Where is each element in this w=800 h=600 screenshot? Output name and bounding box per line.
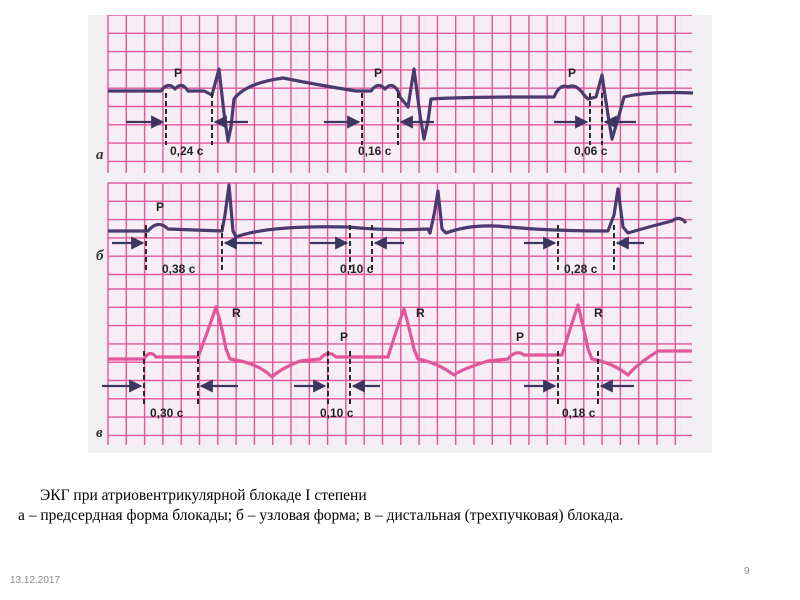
interval-label-b3: 0,28 с bbox=[564, 262, 598, 276]
caption-body: а – предсердная форма блокады; б – узлов… bbox=[18, 507, 624, 524]
interval-label-c1: 0,30 с bbox=[150, 406, 184, 420]
r-wave-label-c1: R bbox=[232, 306, 241, 320]
strip-letter-c: в bbox=[96, 425, 103, 441]
p-wave-label-c1: P bbox=[340, 330, 348, 344]
ecg-grid-c bbox=[107, 288, 692, 445]
strip-letter-a: а bbox=[96, 147, 104, 163]
ecg-grid-a bbox=[107, 15, 692, 173]
caption-title: ЭКГ при атриовентрикулярной блокаде I ст… bbox=[40, 487, 367, 504]
strip-letter-b: б bbox=[96, 248, 104, 264]
ecg-strip-a: P P P 0,24 с 0,16 с 0 bbox=[96, 15, 694, 173]
r-wave-label-c2: R bbox=[416, 306, 425, 320]
interval-label-b1: 0,38 с bbox=[162, 262, 196, 276]
interval-label-b2: 0,10 с bbox=[340, 262, 374, 276]
ecg-grid-b bbox=[107, 182, 692, 291]
p-wave-label-a1: P bbox=[174, 66, 182, 80]
interval-label-a1: 0,24 с bbox=[170, 144, 204, 158]
interval-label-a3: 0,06 с bbox=[574, 144, 608, 158]
ecg-trace-a bbox=[108, 67, 694, 143]
p-wave-label-c2: P bbox=[516, 330, 524, 344]
interval-label-c3: 0,18 с bbox=[562, 406, 596, 420]
ecg-trace-b bbox=[108, 183, 688, 239]
ecg-strip-c: R R R P P 0,30 с bbox=[96, 288, 692, 445]
interval-marks-c bbox=[143, 351, 599, 407]
ecg-trace-c bbox=[108, 303, 692, 379]
ecg-figure-svg: P P P 0,24 с 0,16 с 0 bbox=[96, 15, 694, 445]
interval-label-a2: 0,16 с bbox=[358, 144, 392, 158]
ecg-figure: P P P 0,24 с 0,16 с 0 bbox=[88, 15, 712, 453]
grid-background bbox=[108, 289, 692, 445]
p-wave-label-a3: P bbox=[568, 66, 576, 80]
figure-caption: ЭКГ при атриовентрикулярной блокаде I ст… bbox=[18, 486, 782, 526]
slide-date: 13.12.2017 bbox=[10, 575, 61, 586]
slide-page-number: 9 bbox=[744, 566, 750, 577]
ecg-strip-b: P 0,38 с 0,10 с 0,28 с bbox=[96, 182, 692, 291]
interval-label-c2: 0,10 с bbox=[320, 406, 354, 420]
p-wave-label-b: P bbox=[156, 200, 164, 214]
interval-marks-a bbox=[165, 93, 603, 145]
p-wave-label-a2: P bbox=[374, 66, 382, 80]
r-wave-label-c3: R bbox=[594, 306, 603, 320]
